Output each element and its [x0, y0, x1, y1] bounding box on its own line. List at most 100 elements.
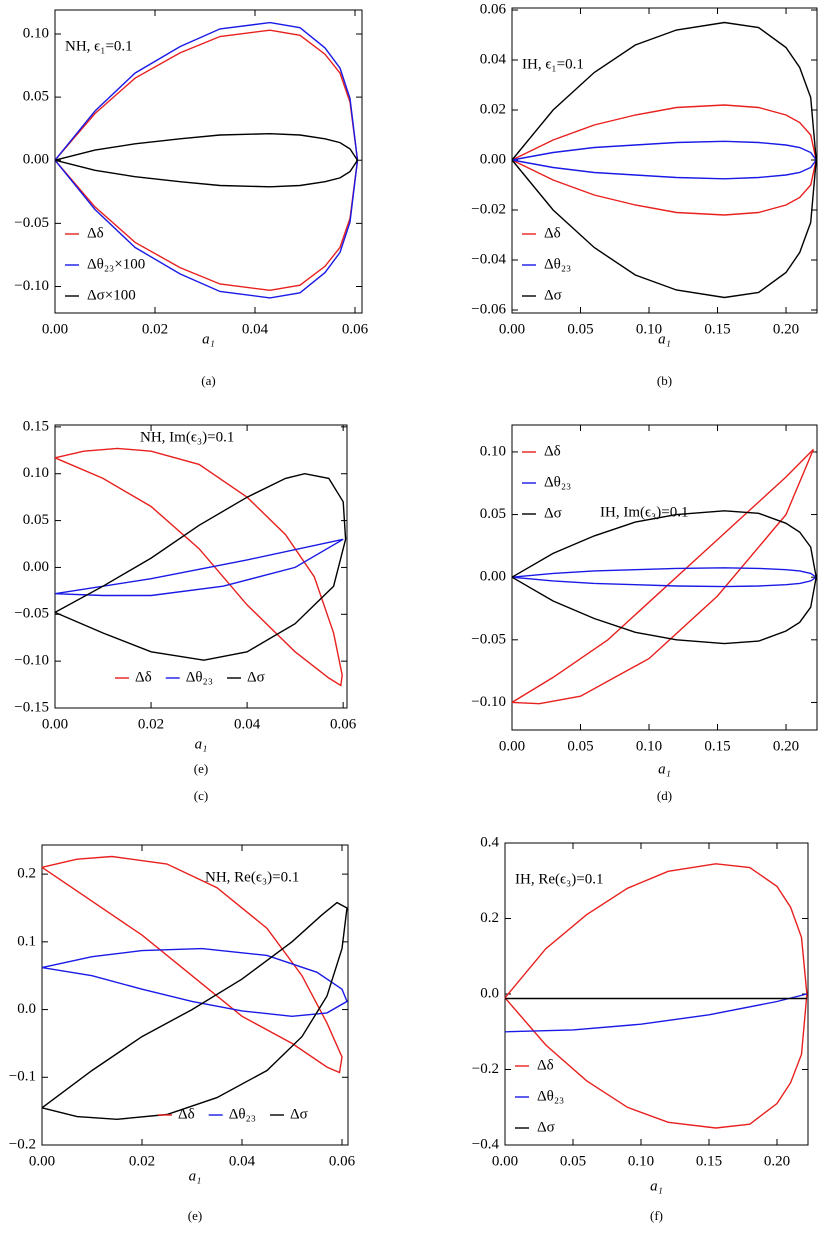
- y-tick-label: −0.10: [14, 653, 49, 669]
- x-tick-label: 0.06: [329, 1153, 356, 1169]
- x-tick-label: 0.15: [704, 738, 730, 754]
- series-line: [511, 140, 818, 180]
- x-tick-label: 0.20: [773, 321, 799, 337]
- x-axis-label: a₁: [658, 761, 671, 777]
- y-tick-label: 0.00: [480, 569, 506, 585]
- legend-label: Δσ×100: [87, 287, 136, 303]
- y-tick-label: −0.05: [14, 606, 49, 622]
- caption: (b): [657, 373, 672, 388]
- x-tick-label: 0.00: [29, 1153, 55, 1169]
- legend-label: Δθ₂₃: [544, 256, 571, 272]
- x-tick-label: 0.02: [142, 321, 168, 337]
- y-tick-label: 0.2: [17, 866, 36, 882]
- caption: (e): [188, 1208, 202, 1223]
- series-line: [511, 21, 817, 299]
- legend-label: Δθ₂₃: [229, 1106, 256, 1122]
- plot-frame: [54, 9, 363, 314]
- x-tick-label: 0.20: [764, 1153, 790, 1169]
- y-tick-label: −0.05: [14, 215, 49, 231]
- legend-label: Δθ₂₃: [186, 669, 213, 685]
- x-axis-label: a₁: [189, 1168, 202, 1184]
- y-tick-label: 0.05: [480, 506, 506, 522]
- legend-label: Δδ: [178, 1106, 195, 1122]
- y-tick-label: −0.15: [14, 699, 49, 715]
- legend-label: Δσ: [537, 1119, 555, 1135]
- annotation: IH, Re(ϵ₃)=0.1: [515, 871, 604, 887]
- y-tick-label: 0.05: [23, 512, 49, 528]
- series-line: [41, 901, 348, 1121]
- x-axis-label: a₁: [650, 1178, 663, 1194]
- y-tick-label: 0.15: [23, 418, 49, 434]
- annotation: NH, ϵ₁=0.1: [65, 38, 133, 54]
- legend-label: Δσ: [544, 505, 562, 521]
- y-tick-label: 0.2: [480, 910, 499, 926]
- legend-label: Δθ₂₃: [537, 1088, 564, 1104]
- caption: (c): [194, 788, 208, 803]
- y-tick-label: −0.05: [471, 631, 506, 647]
- x-axis-label: a₁: [658, 331, 671, 347]
- y-tick-label: −0.06: [471, 301, 506, 317]
- plot-frame: [41, 844, 349, 1146]
- series-line: [54, 132, 359, 188]
- caption: (a): [201, 373, 215, 388]
- legend-label: Δθ₂₃: [544, 474, 571, 490]
- series-line: [511, 448, 815, 705]
- legend-label: Δδ: [87, 225, 104, 241]
- caption: (f): [650, 1208, 663, 1223]
- annotation: NH, Im(ϵ₃)=0.1: [140, 429, 234, 445]
- y-tick-label: 0.0: [480, 985, 499, 1001]
- x-tick-label: 0.02: [129, 1153, 155, 1169]
- series-line: [511, 567, 818, 588]
- series-line: [41, 855, 343, 1074]
- y-tick-label: −0.10: [471, 694, 506, 710]
- x-tick-label: 0.05: [567, 738, 593, 754]
- x-tick-label: 0.10: [636, 738, 662, 754]
- y-tick-label: 0.10: [23, 465, 49, 481]
- annotation: IH, ϵ₁=0.1: [522, 56, 584, 72]
- series-line: [54, 29, 359, 292]
- series-line: [54, 447, 343, 687]
- legend-label: Δδ: [537, 1057, 554, 1073]
- y-tick-label: 0.04: [480, 51, 507, 67]
- x-tick-label: 0.15: [704, 321, 730, 337]
- series-line: [54, 538, 344, 597]
- y-tick-label: 0.02: [480, 101, 506, 117]
- y-tick-label: −0.2: [472, 1061, 499, 1077]
- plot-frame: [54, 424, 348, 709]
- x-tick-label: 0.15: [696, 1153, 722, 1169]
- caption: (d): [657, 788, 672, 803]
- y-tick-label: 0.00: [23, 559, 49, 575]
- annotation: NH, Re(ϵ₃)=0.1: [205, 869, 299, 885]
- series-line: [54, 472, 347, 661]
- x-tick-label: 0.20: [773, 738, 799, 754]
- y-tick-label: 0.10: [23, 25, 49, 41]
- y-tick-label: −0.02: [471, 201, 506, 217]
- series-line: [504, 993, 808, 1033]
- legend-label: Δσ: [247, 669, 265, 685]
- x-axis-label: a₁: [195, 736, 208, 752]
- x-tick-label: 0.00: [492, 1153, 518, 1169]
- legend-label: Δσ: [544, 287, 562, 303]
- x-tick-label: 0.00: [499, 321, 525, 337]
- series-line: [511, 104, 817, 216]
- y-tick-label: 0.06: [480, 1, 507, 17]
- series-line: [41, 947, 348, 1018]
- legend-label: Δθ₂₃×100: [87, 256, 145, 272]
- x-tick-label: 0.06: [342, 321, 369, 337]
- series-line: [511, 510, 817, 645]
- y-tick-label: 0.0: [17, 1001, 36, 1017]
- y-tick-label: −0.10: [14, 278, 49, 294]
- x-tick-label: 0.04: [242, 321, 269, 337]
- legend-label: Δσ: [290, 1106, 308, 1122]
- x-tick-label: 0.00: [42, 321, 68, 337]
- x-tick-label: 0.04: [234, 716, 261, 732]
- plot-frame: [511, 424, 818, 731]
- x-tick-label: 0.00: [42, 716, 68, 732]
- x-tick-label: 0.05: [560, 1153, 586, 1169]
- x-tick-label: 0.02: [138, 716, 164, 732]
- y-tick-label: −0.04: [471, 251, 506, 267]
- y-tick-label: −0.2: [9, 1136, 36, 1152]
- legend-label: Δδ: [544, 225, 561, 241]
- sub-label: (e): [194, 761, 208, 776]
